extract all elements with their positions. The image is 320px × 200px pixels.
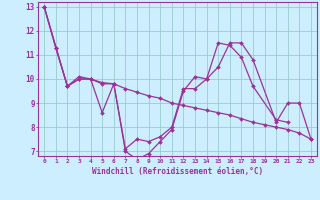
X-axis label: Windchill (Refroidissement éolien,°C): Windchill (Refroidissement éolien,°C): [92, 167, 263, 176]
